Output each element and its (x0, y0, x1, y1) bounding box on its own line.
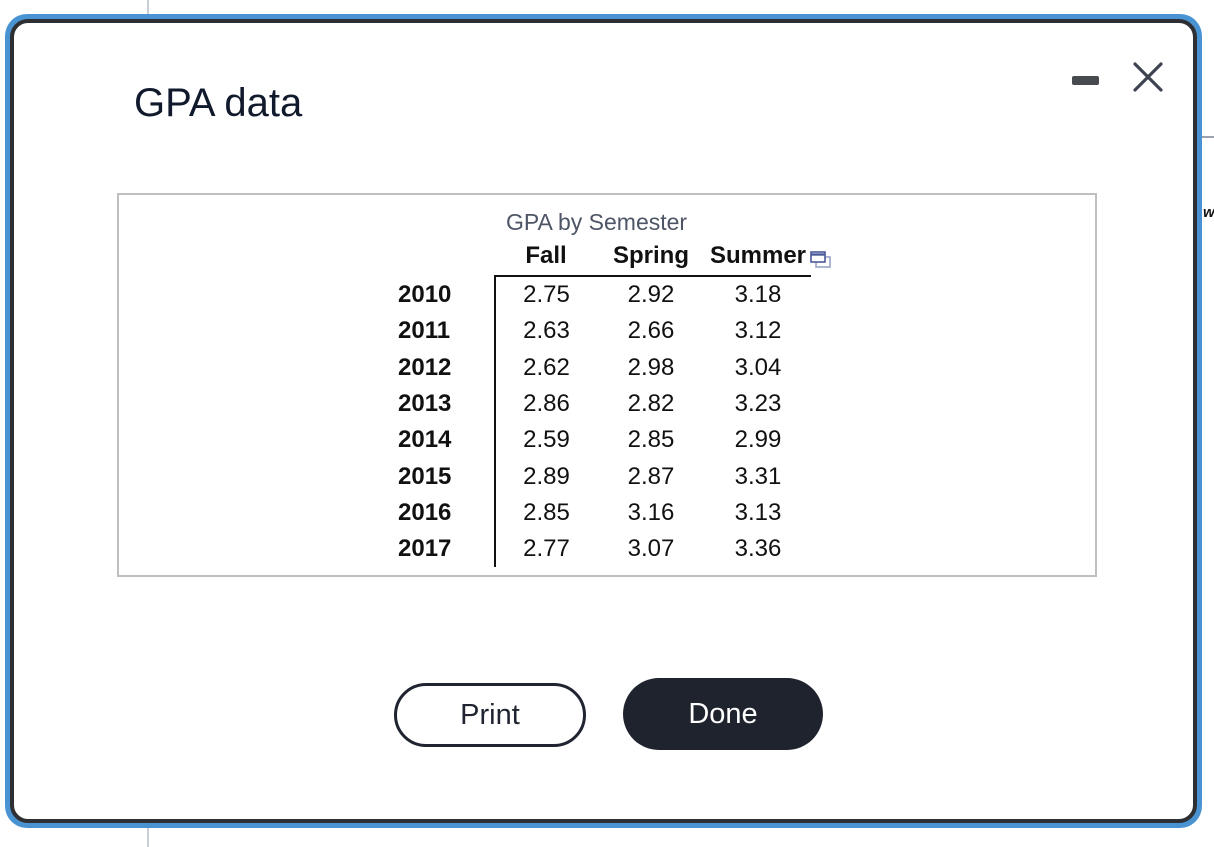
cell-fall: 2.63 (494, 313, 597, 350)
cell-fall: 2.77 (494, 531, 597, 568)
cell-fall: 2.75 (494, 276, 597, 314)
copy-table-button[interactable] (810, 250, 832, 270)
cell-summer: 3.04 (734, 353, 782, 381)
column-header-spring: Spring (597, 237, 705, 277)
cell-spring: 2.98 (627, 353, 675, 381)
dialog-title: GPA data (134, 81, 303, 125)
cell-fall: 2.62 (494, 349, 597, 386)
table-row: 2011 2.63 2.66 3.12 (384, 313, 811, 350)
column-header-summer: Summer (705, 237, 811, 277)
cell-fall: 2.89 (494, 458, 597, 495)
table-row: 2016 2.85 3.16 3.13 (384, 494, 811, 532)
cell-spring: 3.16 (627, 498, 675, 526)
cell-spring: 2.85 (627, 426, 675, 454)
background-text-fragment: w (1203, 204, 1214, 221)
corner-cell (384, 237, 495, 276)
table-row: 2015 2.89 2.87 3.31 (384, 458, 811, 495)
column-header-fall: Fall (495, 237, 597, 277)
row-header-year: 2011 (398, 317, 451, 345)
table-container: GPA by Semester Fall Spring Summer 2010 … (117, 193, 1097, 577)
close-icon (1133, 62, 1163, 92)
table-row: 2017 2.77 3.07 3.36 (384, 531, 811, 568)
minimize-button[interactable] (1070, 73, 1100, 87)
cell-spring: 2.66 (627, 317, 675, 345)
cell-summer: 3.13 (734, 498, 782, 526)
cell-fall: 2.59 (494, 422, 597, 459)
cell-spring: 2.82 (627, 390, 675, 418)
done-button[interactable]: Done (623, 678, 823, 750)
cell-fall: 2.86 (494, 385, 597, 423)
row-header-year: 2015 (398, 462, 452, 490)
copy-icon (810, 251, 831, 268)
cell-summer: 3.12 (734, 317, 782, 345)
cell-summer: 3.18 (734, 281, 782, 309)
minimize-icon (1071, 75, 1099, 85)
gpa-data-dialog: GPA data GPA by Semester Fall Spring Sum… (10, 19, 1197, 823)
row-header-year: 2012 (398, 353, 452, 381)
cell-spring: 2.92 (627, 281, 675, 309)
cell-summer: 3.23 (734, 390, 782, 418)
print-button[interactable]: Print (394, 683, 586, 747)
row-header-year: 2016 (398, 498, 452, 526)
table-row: 2010 2.75 2.92 3.18 (384, 276, 811, 314)
cell-summer: 3.31 (734, 462, 782, 490)
table-row: 2013 2.86 2.82 3.23 (384, 385, 811, 423)
background-rule (1200, 136, 1214, 138)
cell-fall: 2.85 (494, 494, 597, 532)
cell-summer: 2.99 (734, 426, 782, 454)
row-header-year: 2017 (398, 535, 452, 563)
gpa-table: Fall Spring Summer 2010 2.75 2.92 3.18 2… (384, 237, 811, 568)
row-header-year: 2013 (398, 390, 452, 418)
cell-spring: 2.87 (627, 462, 675, 490)
row-header-year: 2014 (398, 426, 452, 454)
table-row: 2014 2.59 2.85 2.99 (384, 422, 811, 459)
close-button[interactable] (1130, 59, 1166, 95)
table-row: 2012 2.62 2.98 3.04 (384, 349, 811, 386)
row-header-year: 2010 (398, 280, 452, 308)
table-caption: GPA by Semester (506, 209, 688, 235)
cell-summer: 3.36 (734, 535, 782, 563)
cell-spring: 3.07 (627, 535, 675, 563)
